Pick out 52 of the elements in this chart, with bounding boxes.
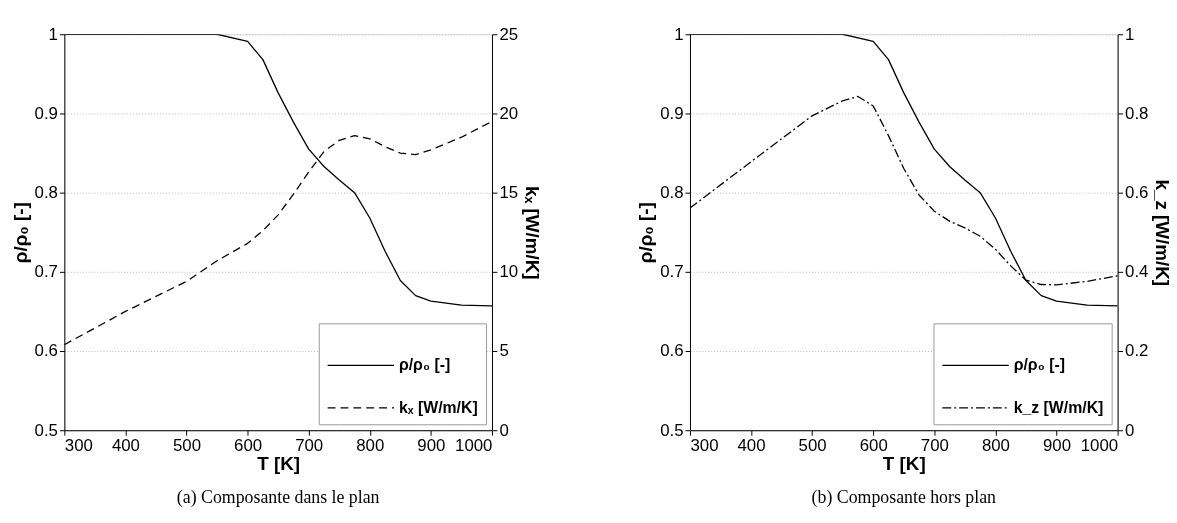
x-tick-label: 700: [295, 435, 324, 455]
y2-axis-title: k_z [W/m/K]: [1152, 179, 1174, 287]
y2-tick-label: 0: [499, 420, 509, 440]
x-tick-label: 1000: [455, 435, 493, 455]
y-tick-label: 0.7: [34, 262, 58, 282]
y2-tick-label: 0.8: [1125, 103, 1149, 123]
y2-tick-label: 5: [499, 341, 509, 361]
x-axis-title: T [K]: [882, 453, 926, 475]
x-axis-title: T [K]: [257, 453, 301, 475]
y-tick-label: 0.5: [660, 420, 684, 440]
y-axis-title: ρ/ρ₀ [-]: [635, 202, 657, 264]
legend-label: kₓ [W/m/K]: [398, 398, 478, 416]
x-tick-label: 800: [356, 435, 385, 455]
y2-tick-label: 1: [1125, 24, 1135, 44]
y2-axis-title: kₓ [W/m/K]: [522, 185, 544, 280]
y-tick-label: 0.6: [34, 341, 58, 361]
x-tick-label: 300: [690, 435, 719, 455]
y-tick-label: 0.9: [660, 103, 684, 123]
x-tick-label: 600: [859, 435, 888, 455]
y2-tick-label: 0.6: [1125, 183, 1149, 203]
text: (a) Composante dans le plan: [176, 487, 380, 509]
y-tick-label: 0.9: [34, 103, 58, 123]
text: (b) Composante hors plan: [811, 487, 997, 509]
y-tick-label: 0.7: [660, 262, 684, 282]
x-tick-label: 500: [172, 435, 202, 455]
y-tick-label: 1: [48, 24, 58, 44]
y-tick-label: 0.8: [660, 183, 684, 203]
x-tick-label: 500: [798, 435, 827, 455]
y-axis-title: ρ/ρ₀ [-]: [9, 202, 31, 264]
y2-tick-label: 15: [499, 183, 519, 203]
legend-label: ρ/ρ₀ [-]: [398, 356, 451, 374]
y2-tick-label: 20: [499, 103, 519, 123]
x-tick-label: 900: [417, 435, 446, 455]
x-tick-label: 600: [234, 435, 263, 455]
legend-label: k_z [W/m/K]: [1013, 398, 1104, 416]
x-tick-label: 900: [1042, 435, 1072, 455]
y2-tick-label: 25: [499, 24, 519, 44]
y2-tick-label: 0.4: [1125, 262, 1149, 282]
y2-tick-label: 10: [499, 262, 519, 282]
y-tick-label: 0.6: [660, 341, 684, 361]
y-tick-label: 1: [674, 24, 684, 44]
y2-tick-label: 0.2: [1125, 341, 1149, 361]
x-tick-label: 800: [981, 435, 1010, 455]
x-tick-label: 400: [737, 435, 766, 455]
legend-label: ρ/ρ₀ [-]: [1013, 356, 1065, 374]
y-tick-label: 0.8: [34, 183, 58, 203]
x-tick-label: 400: [111, 435, 140, 455]
x-tick-label: 700: [920, 435, 949, 455]
y-tick-label: 0.5: [34, 420, 58, 440]
x-tick-label: 1000: [1080, 435, 1119, 455]
x-tick-label: 300: [64, 435, 93, 455]
y2-tick-label: 0: [1125, 420, 1135, 440]
